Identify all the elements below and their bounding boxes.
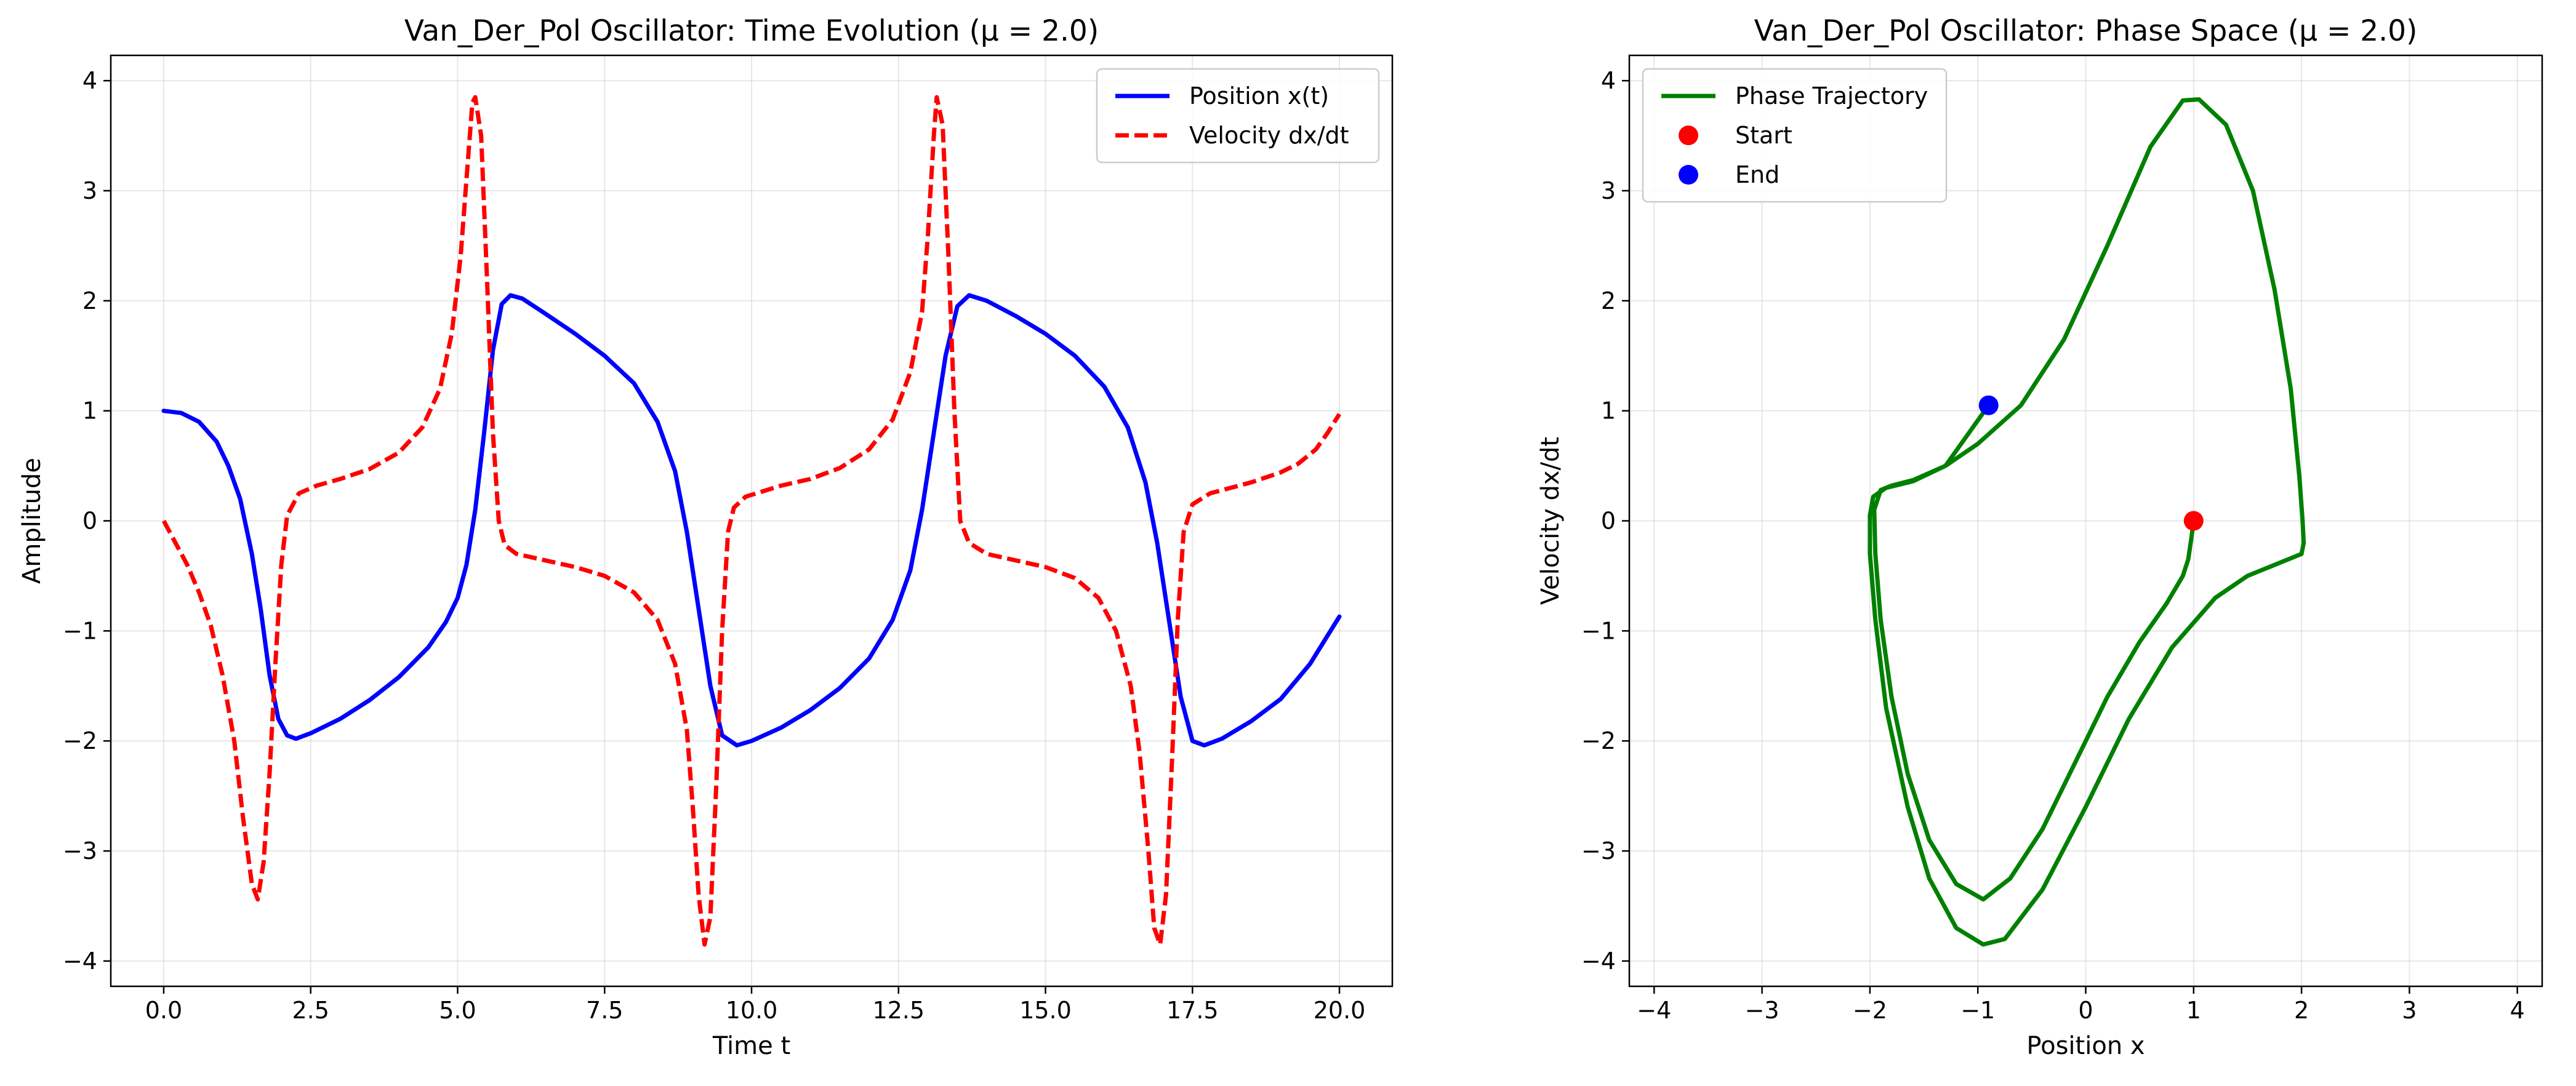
legend-handle-end: [1679, 165, 1698, 185]
plot-area: [161, 95, 1342, 947]
ticks: 0.0 2.5 5.0 7.5 10.0 12.5 15.0 17.5 20.0 −4 −3 −2 −1…: [63, 67, 1365, 1024]
x-tick-label: −1: [1960, 997, 1995, 1024]
x-tick-label: 2: [2294, 997, 2309, 1024]
series-line-velocity-dx-dt: [161, 95, 1341, 947]
y-tick-label: −2: [1581, 727, 1616, 754]
x-axis-label: Position x: [2026, 1032, 2145, 1060]
y-tick-label: −3: [63, 837, 97, 864]
x-tick-label: −4: [1637, 997, 1671, 1024]
y-tick-label: 2: [82, 287, 97, 314]
legend-label-start: Start: [1735, 122, 1792, 149]
end-marker: [1978, 395, 1999, 415]
x-tick-label: 20.0: [1314, 997, 1366, 1024]
x-tick-label: 15.0: [1019, 997, 1072, 1024]
grid: [111, 55, 1392, 986]
legend-box: [1642, 68, 1948, 203]
y-tick-label: −3: [1581, 837, 1616, 864]
ticks: −4 −3 −2 −1 0 1 2 3 4 −4 −3 −2 −1 0 1 2 3 4: [1581, 67, 2525, 1024]
x-tick-label: 7.5: [586, 997, 623, 1024]
legend-label-position-x-t: Position x(t): [1189, 82, 1329, 110]
x-tick-label: −2: [1853, 997, 1887, 1024]
chart-title: Van_Der_Pol Oscillator: Phase Space (μ =…: [1754, 14, 2418, 48]
y-tick-label: 0: [82, 508, 97, 535]
legend: Position x(t) Velocity dx/dt: [1096, 68, 1380, 164]
y-tick-label: 4: [82, 67, 97, 94]
y-tick-label: 0: [1601, 508, 1616, 535]
y-tick-label: 3: [82, 177, 97, 204]
legend: Phase Trajectory Start End: [1642, 68, 1948, 203]
x-tick-label: 5.0: [439, 997, 476, 1024]
y-axis-label: Velocity dx/dt: [1536, 437, 1565, 605]
y-tick-label: 4: [1601, 67, 1616, 94]
x-tick-label: −3: [1745, 997, 1780, 1024]
x-tick-label: 1: [2186, 997, 2201, 1024]
x-tick-label: 10.0: [726, 997, 778, 1024]
x-tick-label: 0: [2078, 997, 2093, 1024]
time-evolution-panel: 0.0 2.5 5.0 7.5 10.0 12.5 15.0 17.5 20.0 −4 −3 −2 −1…: [18, 14, 1394, 1060]
start-marker: [2183, 511, 2204, 531]
legend-label-velocity-dx-dt: Velocity dx/dt: [1189, 122, 1349, 149]
series-line-position-x-t: [161, 293, 1342, 748]
series-line-phase-trajectory: [1868, 97, 2306, 947]
legend-box: [1096, 68, 1380, 164]
y-tick-label: 1: [1601, 397, 1616, 425]
y-tick-label: −2: [63, 727, 97, 754]
y-tick-label: 1: [82, 397, 97, 425]
chart-title: Van_Der_Pol Oscillator: Time Evolution (…: [404, 14, 1099, 48]
x-tick-label: 2.5: [292, 997, 329, 1024]
y-tick-label: −4: [63, 948, 97, 975]
legend-label-phase-trajectory: Phase Trajectory: [1735, 82, 1928, 110]
x-axis-label: Time t: [712, 1032, 790, 1060]
y-tick-label: −4: [1581, 948, 1616, 975]
phase-space-panel: −4 −3 −2 −1 0 1 2 3 4 −4 −3 −2 −1 0 1 2 3 4 Van_Der_Pol Os…: [1536, 14, 2543, 1060]
legend-handle-start: [1679, 126, 1698, 145]
x-tick-label: 3: [2402, 997, 2417, 1024]
x-tick-label: 4: [2510, 997, 2525, 1024]
y-tick-label: 2: [1601, 287, 1616, 314]
y-tick-label: −1: [63, 617, 97, 644]
x-tick-label: 0.0: [145, 997, 182, 1024]
y-axis-label: Amplitude: [18, 458, 46, 584]
y-tick-label: 3: [1601, 177, 1616, 204]
x-tick-label: 12.5: [872, 997, 925, 1024]
y-tick-label: −1: [1581, 617, 1616, 644]
plot-area: [1868, 97, 2306, 947]
legend-label-end: End: [1735, 161, 1780, 188]
x-tick-label: 17.5: [1166, 997, 1219, 1024]
